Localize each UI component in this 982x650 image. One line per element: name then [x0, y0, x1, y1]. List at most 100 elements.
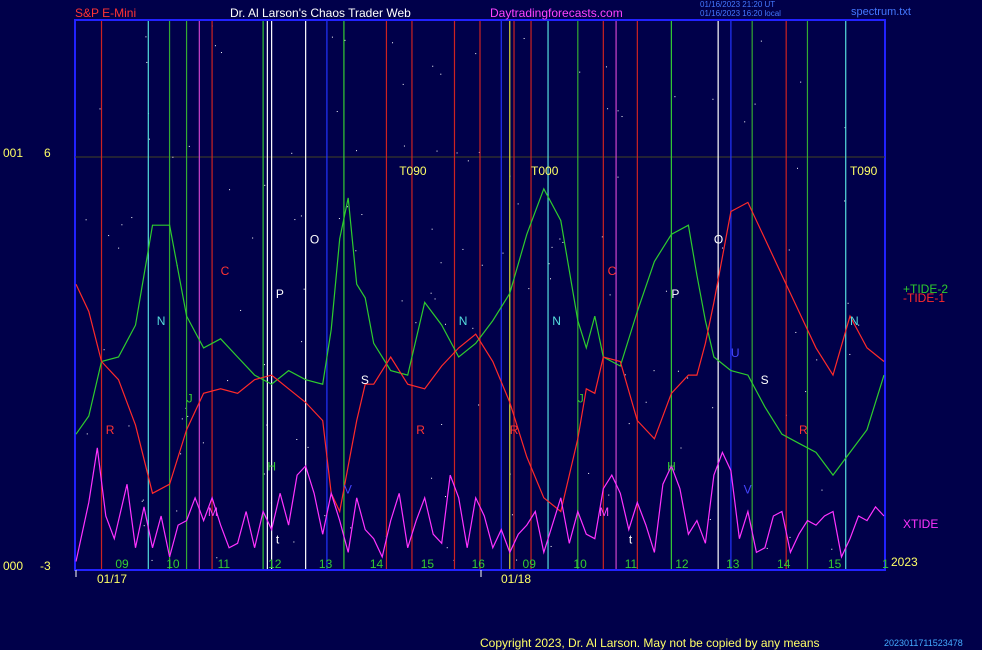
- hour-tick-12: 13: [726, 557, 740, 571]
- hour-tick-7: 16: [472, 557, 486, 571]
- hour-tick-15: 1: [882, 557, 889, 571]
- star-dot: [445, 496, 447, 498]
- star-dot: [677, 370, 679, 372]
- annotation-s-27: S: [761, 373, 769, 387]
- star-dot: [805, 391, 807, 393]
- star-dot: [674, 96, 676, 98]
- star-dot: [628, 423, 630, 425]
- star-dot: [240, 309, 242, 311]
- star-dot: [434, 298, 436, 300]
- star-dot: [350, 527, 352, 529]
- star-dot: [645, 401, 647, 403]
- y-top-code: 001: [3, 146, 24, 160]
- annotation-r-14: R: [416, 423, 425, 437]
- star-dot: [844, 127, 846, 129]
- annotation-p-21: P: [671, 287, 679, 301]
- star-dot: [307, 446, 309, 448]
- annotation-h-22: H: [667, 460, 676, 474]
- footer-code: 2023011711523478: [884, 638, 963, 648]
- annotation-m-20: M: [599, 505, 609, 519]
- star-dot: [108, 235, 110, 237]
- annotation-t-24: t: [629, 532, 633, 546]
- annotation-t090-2: T090: [850, 164, 878, 178]
- star-dot: [361, 214, 363, 216]
- star-dot: [444, 323, 446, 325]
- star-dot: [709, 518, 711, 520]
- star-dot: [481, 264, 483, 266]
- star-dot: [607, 108, 609, 110]
- star-dot: [617, 110, 619, 112]
- star-dot: [831, 548, 833, 550]
- star-dot: [446, 547, 448, 549]
- annotation-j-18: J: [578, 391, 584, 405]
- star-dot: [744, 121, 746, 123]
- star-dot: [355, 250, 357, 252]
- star-dot: [293, 541, 295, 543]
- star-dot: [143, 525, 145, 527]
- star-dot: [523, 38, 525, 40]
- star-dot: [296, 438, 298, 440]
- annotation-o-10: O: [310, 232, 319, 246]
- symbol-label: S&P E-Mini: [75, 6, 137, 20]
- star-dot: [687, 377, 689, 379]
- site-link[interactable]: Daytradingforecasts.com: [490, 6, 623, 20]
- star-dot: [436, 150, 438, 152]
- star-dot: [441, 423, 443, 425]
- hour-tick-8: 09: [523, 557, 537, 571]
- star-dot: [180, 453, 182, 455]
- star-dot: [475, 53, 477, 55]
- hour-tick-3: 12: [268, 557, 282, 571]
- star-dot: [303, 288, 305, 290]
- star-dot: [252, 237, 254, 239]
- annotation-o-23: O: [714, 232, 723, 246]
- star-dot: [431, 228, 433, 230]
- date-label-2: 01/18: [501, 572, 532, 586]
- star-dot: [548, 263, 550, 265]
- hour-tick-9: 10: [573, 557, 587, 571]
- star-dot: [605, 66, 607, 68]
- star-dot: [478, 151, 480, 153]
- y-bottom-value: -3: [40, 559, 51, 573]
- star-dot: [550, 545, 552, 547]
- hour-tick-11: 12: [675, 557, 689, 571]
- star-dot: [800, 81, 802, 83]
- annotation-n-4: N: [157, 314, 166, 328]
- star-dot: [294, 219, 296, 221]
- legend-tide2: +TIDE-2: [903, 282, 949, 296]
- star-dot: [301, 341, 303, 343]
- star-dot: [440, 73, 442, 75]
- annotation-s-13: S: [361, 373, 369, 387]
- star-dot: [146, 61, 148, 63]
- star-dot: [844, 200, 846, 202]
- annotation-c-6: C: [221, 264, 230, 278]
- star-dot: [766, 547, 768, 549]
- copyright: Copyright 2023, Dr. Al Larson. May not b…: [480, 636, 820, 650]
- star-dot: [356, 150, 358, 152]
- annotation-v-26: V: [744, 482, 752, 496]
- annotation-t000-1: T000: [531, 164, 559, 178]
- star-dot: [551, 246, 553, 248]
- star-dot: [712, 407, 714, 409]
- star-dot: [456, 152, 458, 154]
- star-dot: [336, 111, 338, 113]
- hour-tick-0: 09: [115, 557, 129, 571]
- star-dot: [86, 433, 88, 435]
- star-field: [85, 25, 860, 561]
- star-dot: [579, 71, 581, 73]
- annotation-n-29: N: [850, 314, 859, 328]
- star-dot: [141, 500, 143, 502]
- star-dot: [609, 294, 611, 296]
- star-dot: [797, 167, 799, 169]
- annotation-h-9: H: [267, 460, 276, 474]
- star-dot: [227, 380, 229, 382]
- star-dot: [789, 536, 791, 538]
- annotation-r-28: R: [799, 423, 808, 437]
- annotation-u-25: U: [731, 346, 740, 360]
- star-dot: [849, 353, 851, 355]
- star-dot: [617, 176, 619, 178]
- legend-xtide: XTIDE: [903, 517, 939, 531]
- star-dot: [653, 370, 655, 372]
- star-dot: [214, 45, 216, 47]
- star-dot: [502, 252, 504, 254]
